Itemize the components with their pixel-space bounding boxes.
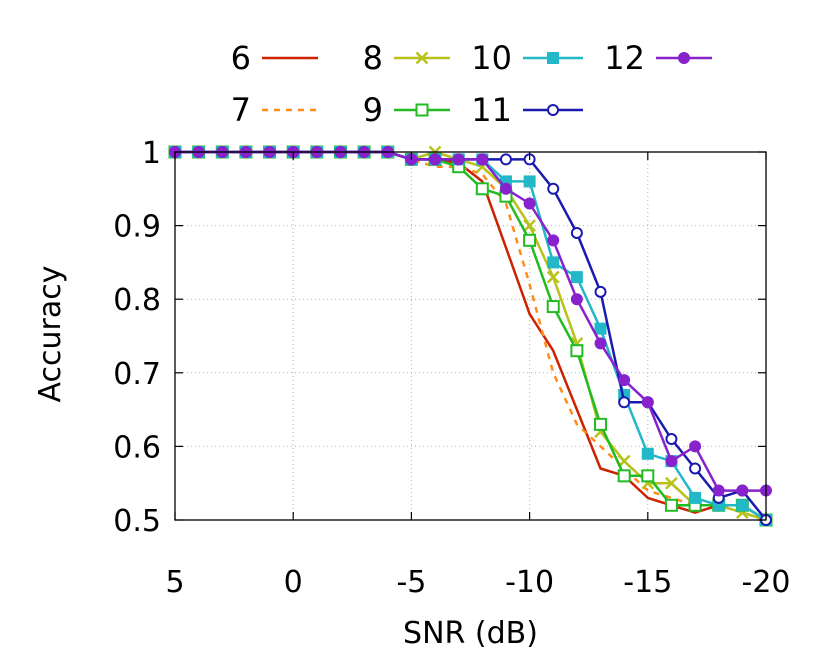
data-point: [523, 175, 536, 188]
data-point: [499, 153, 512, 166]
data-point: [641, 447, 654, 460]
data-point: [594, 417, 608, 431]
data-point: [665, 476, 678, 490]
data-point: [523, 219, 536, 232]
data-point: [546, 300, 560, 314]
series-10: [169, 146, 772, 526]
legend: 6 7 8 9 10 11 12: [231, 39, 712, 129]
data-point: [429, 153, 442, 166]
y-tick-label: 0.5: [113, 504, 161, 539]
data-point: [523, 233, 537, 247]
series-layer: [168, 145, 773, 527]
legend-entry-9: 9: [363, 91, 450, 129]
y-tick-label: 1: [142, 136, 161, 171]
data-point: [618, 374, 631, 387]
legend-entry-12: 12: [604, 39, 712, 77]
legend-label: 11: [471, 91, 512, 129]
y-tick-label: 0.6: [113, 430, 161, 465]
data-point: [499, 182, 512, 195]
data-point: [475, 182, 489, 196]
data-point: [736, 499, 749, 512]
legend-entry-7: 7: [231, 91, 318, 129]
data-point: [678, 52, 690, 64]
x-tick-label: -15: [623, 565, 672, 600]
plot-frame: [174, 151, 767, 521]
x-tick-label: 5: [165, 565, 184, 600]
legend-entry-8: 8: [363, 39, 450, 77]
data-point: [547, 256, 560, 269]
data-point: [736, 484, 749, 497]
series-9: [168, 145, 773, 527]
data-point: [712, 484, 725, 497]
data-point: [415, 51, 429, 65]
data-point: [689, 462, 702, 475]
legend-label: 10: [471, 39, 512, 77]
x-tick-label: 0: [284, 565, 303, 600]
data-point: [523, 197, 536, 210]
x-tick-label: -20: [742, 565, 791, 600]
data-point: [570, 226, 583, 239]
data-point: [665, 455, 678, 468]
y-tick-label: 0.9: [113, 210, 161, 245]
data-point: [641, 396, 654, 409]
legend-label: 6: [231, 39, 251, 77]
data-point: [415, 103, 429, 117]
data-point: [689, 440, 702, 453]
series-12: [169, 146, 772, 497]
legend-label: 9: [363, 91, 383, 129]
legend-label: 7: [231, 91, 251, 129]
data-point: [570, 271, 583, 284]
series-8: [168, 145, 773, 527]
x-axis-label: SNR (dB): [403, 616, 538, 651]
data-point: [665, 433, 678, 446]
legend-label: 8: [363, 39, 383, 77]
data-point: [594, 285, 607, 298]
x-tick-label: -10: [505, 565, 554, 600]
data-point: [452, 153, 465, 166]
data-point: [546, 270, 560, 284]
x-tick-label: -5: [396, 565, 426, 600]
data-point: [664, 498, 678, 512]
legend-entry-10: 10: [471, 39, 583, 77]
tick-labels: 5 0 -5 -10 -15 -20 0.5 0.6 0.7 0.8 0.9 1: [113, 136, 790, 600]
legend-entry-11: 11: [471, 91, 583, 129]
data-point: [641, 469, 655, 483]
data-point: [689, 491, 702, 504]
legend-entry-6: 6: [231, 39, 318, 77]
data-point: [570, 344, 584, 358]
data-point: [547, 234, 560, 247]
legend-label: 12: [604, 39, 645, 77]
y-axis-label: Accuracy: [33, 266, 68, 403]
y-tick-label: 0.8: [113, 283, 161, 318]
series-11: [169, 146, 772, 526]
data-point: [618, 396, 631, 409]
data-point: [476, 153, 489, 166]
data-point: [547, 52, 559, 64]
y-tick-label: 0.7: [113, 357, 161, 392]
data-point: [547, 182, 560, 195]
data-point: [617, 469, 631, 483]
data-point: [594, 337, 607, 350]
data-point: [594, 322, 607, 335]
grid: [175, 152, 766, 520]
data-point: [547, 104, 559, 116]
data-point: [570, 293, 583, 306]
